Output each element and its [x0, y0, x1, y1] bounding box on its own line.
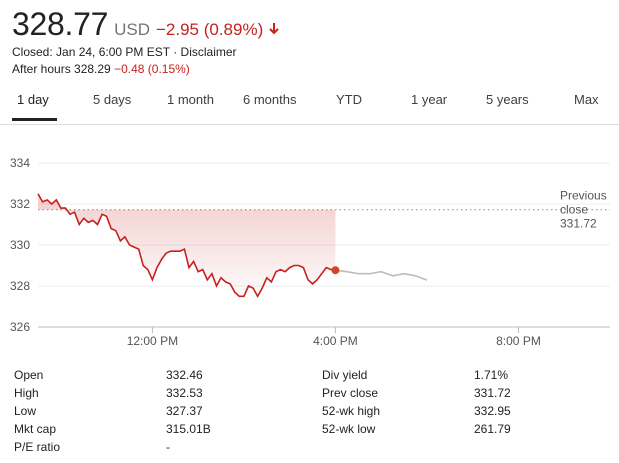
after-hours-change: −0.48 (0.15%): [114, 62, 190, 76]
stat-label: 52-wk low: [322, 422, 376, 436]
after-hours-row: After hours 328.29 −0.48 (0.15%): [12, 62, 619, 77]
tab-6-months[interactable]: 6 months: [243, 92, 297, 107]
stat-label: Prev close: [322, 386, 379, 400]
x-tick-label: 4:00 PM: [313, 334, 358, 348]
key-stats-table: Open 332.46 Div yield 1.71% High 332.53 …: [14, 368, 614, 458]
stat-row: Mkt cap 315.01B 52-wk low 261.79: [14, 422, 614, 440]
y-tick-label: 328: [10, 279, 30, 293]
stat-label: P/E ratio: [14, 440, 61, 454]
stat-value: 332.95: [474, 404, 511, 418]
previous-close-label: Previous: [560, 189, 607, 203]
price-chart[interactable]: 334 332 330 328 326 12:00 PM 4:00 PM 8:00 PM P…: [0, 130, 619, 355]
series-line-regular: [37, 193, 336, 298]
stat-label: Div yield: [322, 368, 368, 382]
y-tick-label: 332: [10, 197, 30, 211]
x-axis-ticks: 12:00 PM 4:00 PM 8:00 PM: [127, 327, 541, 348]
y-tick-label: 326: [10, 320, 30, 334]
range-tabs: 1 day 5 days 1 month 6 months YTD 1 year…: [0, 84, 619, 125]
active-tab-indicator: [12, 118, 57, 121]
closed-status: Closed: Jan 24, 6:00 PM EST · Disclaimer: [12, 45, 237, 59]
arrow-down-icon: [269, 23, 279, 35]
stat-row: High 332.53 Prev close 331.72: [14, 386, 614, 404]
stat-value: 1.71%: [474, 368, 509, 382]
stat-value: 315.01B: [166, 422, 211, 436]
tab-max[interactable]: Max: [574, 92, 599, 107]
tab-1-year[interactable]: 1 year: [411, 92, 448, 107]
price-change: −2.95 (0.89%): [155, 20, 264, 39]
stat-row: Open 332.46 Div yield 1.71%: [14, 368, 614, 386]
after-hours-price: After hours 328.29: [12, 62, 111, 76]
stat-value: 331.72: [474, 386, 511, 400]
price-area-fill: [38, 193, 336, 297]
tab-1-day[interactable]: 1 day: [17, 92, 49, 107]
previous-close-label-2: close: [560, 203, 588, 217]
stat-label: Open: [14, 368, 44, 382]
x-tick-label: 8:00 PM: [496, 334, 541, 348]
stat-value: 332.53: [166, 386, 203, 400]
y-axis-ticks: 334 332 330 328 326: [10, 156, 30, 334]
series-line-after-hours: [335, 269, 428, 281]
tab-1-month[interactable]: 1 month: [167, 92, 214, 107]
stat-value: 332.46: [166, 368, 203, 382]
stat-row: Low 327.37 52-wk high 332.95: [14, 404, 614, 422]
stat-row: P/E ratio -: [14, 440, 614, 458]
previous-close-value: 331.72: [560, 217, 597, 231]
stat-label: Low: [14, 404, 37, 418]
stat-label: High: [14, 386, 39, 400]
stat-label: Mkt cap: [14, 422, 57, 436]
tab-5-days[interactable]: 5 days: [93, 92, 132, 107]
tab-5-years[interactable]: 5 years: [486, 92, 529, 107]
y-tick-label: 334: [10, 156, 30, 170]
price-row: 328.77 USD −2.95 (0.89%): [12, 6, 619, 43]
stock-price: 328.77: [12, 6, 109, 42]
quote-header: 328.77 USD −2.95 (0.89%) Closed: Jan 24,…: [12, 6, 619, 77]
tab-ytd[interactable]: YTD: [336, 92, 362, 107]
stat-value: -: [166, 440, 170, 454]
y-tick-label: 330: [10, 238, 30, 252]
currency-label: USD: [114, 20, 150, 39]
x-tick-label: 12:00 PM: [127, 334, 178, 348]
stat-value: 261.79: [474, 422, 511, 436]
stat-label: 52-wk high: [322, 404, 381, 418]
stat-value: 327.37: [166, 404, 203, 418]
close-marker[interactable]: [331, 266, 340, 275]
